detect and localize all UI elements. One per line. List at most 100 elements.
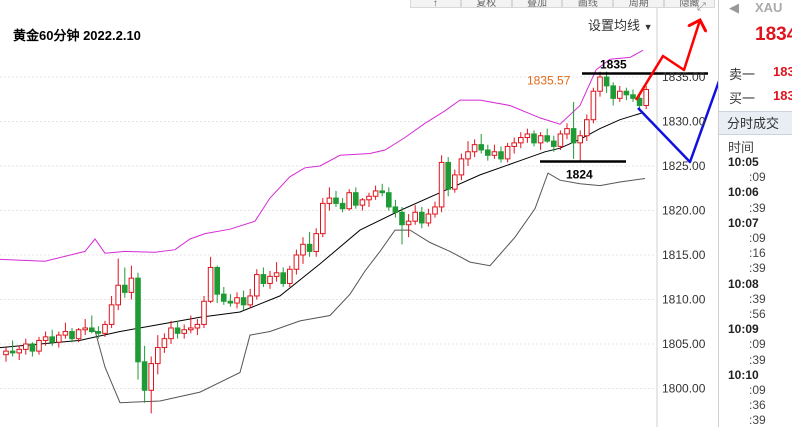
candle (9, 340, 16, 357)
toolbar-tab[interactable]: 周期 (613, 0, 665, 8)
candle-body (95, 331, 102, 334)
candle-body (108, 304, 115, 325)
candle-body (465, 151, 471, 160)
candle (551, 135, 557, 152)
back-arrow-icon[interactable]: ◀ (729, 0, 739, 15)
candle (161, 333, 168, 353)
candle-body (234, 297, 240, 304)
candle (478, 133, 484, 154)
candle-body (115, 284, 122, 306)
candle-body (247, 295, 253, 306)
candle-body (471, 144, 478, 153)
candle (333, 190, 339, 207)
buy-label: 买一 (729, 91, 756, 106)
toolbar-tab[interactable]: 复权 (460, 0, 512, 8)
candle-body (9, 350, 16, 354)
candle-body (300, 243, 306, 256)
candle (511, 137, 517, 154)
candle-body (432, 206, 438, 215)
trade-time: :39 (749, 200, 766, 215)
candle-body (590, 90, 597, 121)
candle-body (359, 199, 366, 206)
candle (280, 267, 286, 288)
trade-time: :39 (749, 261, 766, 276)
toolbar-tab[interactable]: 叠加 (511, 0, 563, 8)
candle (452, 169, 458, 193)
resistance-label: 1835 (600, 57, 627, 71)
trade-time: :09 (749, 337, 766, 352)
candle-body (458, 158, 465, 176)
candle-body (452, 174, 458, 190)
support-label: 1824 (566, 168, 593, 182)
candle (603, 71, 610, 94)
candle (240, 290, 247, 311)
candle (23, 338, 29, 355)
candle-body (636, 97, 643, 106)
y-tick-label: 1815.00 (662, 248, 706, 262)
y-tick-label: 1825.00 (662, 159, 706, 173)
candle (610, 82, 617, 106)
candle (306, 231, 313, 257)
candle (458, 153, 465, 181)
candle-body (438, 161, 445, 208)
y-axis: 1835.00 1830.00 1825.00 1820.00 1815.00 1810.… (662, 70, 706, 396)
candle (372, 185, 379, 200)
candle (471, 139, 478, 158)
candle-body (141, 361, 148, 391)
chart-title: 黄金60分钟 2022.2.10 (13, 28, 141, 43)
toolbar-tab[interactable]: ↑ (410, 0, 461, 8)
candle (49, 329, 56, 346)
candle-body (485, 149, 491, 156)
trade-time: 10:07 (728, 215, 759, 230)
candle (267, 271, 273, 289)
candle (359, 198, 366, 211)
candle (141, 345, 148, 403)
candle (207, 256, 214, 304)
candle-body (339, 202, 346, 210)
candle-body (557, 133, 564, 147)
trade-time: 10:06 (728, 185, 759, 200)
candle-body (504, 145, 511, 160)
toolbar-tab[interactable]: 画线 (562, 0, 614, 8)
candle-body (584, 119, 590, 137)
ma-settings-button[interactable]: 设置均线 ▼ (588, 15, 653, 34)
candle-body (267, 275, 273, 284)
candle (584, 114, 590, 142)
candle-body (36, 339, 42, 352)
candle (465, 141, 471, 166)
candle (445, 157, 451, 197)
candle (339, 198, 346, 213)
candle-body (194, 323, 201, 329)
candle-body (135, 277, 141, 363)
last-price: 1834 (755, 24, 792, 45)
candle-body (29, 343, 36, 352)
candle (623, 87, 630, 101)
candle-body (577, 135, 584, 144)
candle-body (524, 133, 531, 139)
candle-body (643, 88, 650, 106)
candle (524, 128, 531, 143)
candle-body (392, 206, 399, 213)
trade-time: 10:10 (728, 367, 759, 382)
candle-body (623, 90, 630, 96)
candle-body (49, 336, 56, 343)
candle (366, 192, 372, 207)
candle-body (174, 327, 181, 334)
candle (557, 130, 564, 150)
candle-body (254, 274, 260, 297)
candle (630, 89, 636, 102)
expand-icon[interactable]: ⤢ (697, 1, 706, 13)
y-tick-label: 1820.00 (662, 204, 706, 218)
ma-settings-label: 设置均线 (588, 18, 641, 33)
candle-body (82, 327, 89, 331)
candle (29, 342, 36, 357)
candle-body (412, 211, 418, 222)
candle-body (537, 135, 544, 144)
trade-time: :39 (749, 291, 766, 306)
trade-time: :09 (749, 383, 766, 397)
trades-header[interactable]: 分时成交 (719, 111, 792, 135)
candle-body (419, 211, 425, 224)
toolbar-tab[interactable]: 隐藏 (664, 0, 715, 8)
upper-band-line (0, 49, 644, 262)
candle (531, 130, 537, 147)
